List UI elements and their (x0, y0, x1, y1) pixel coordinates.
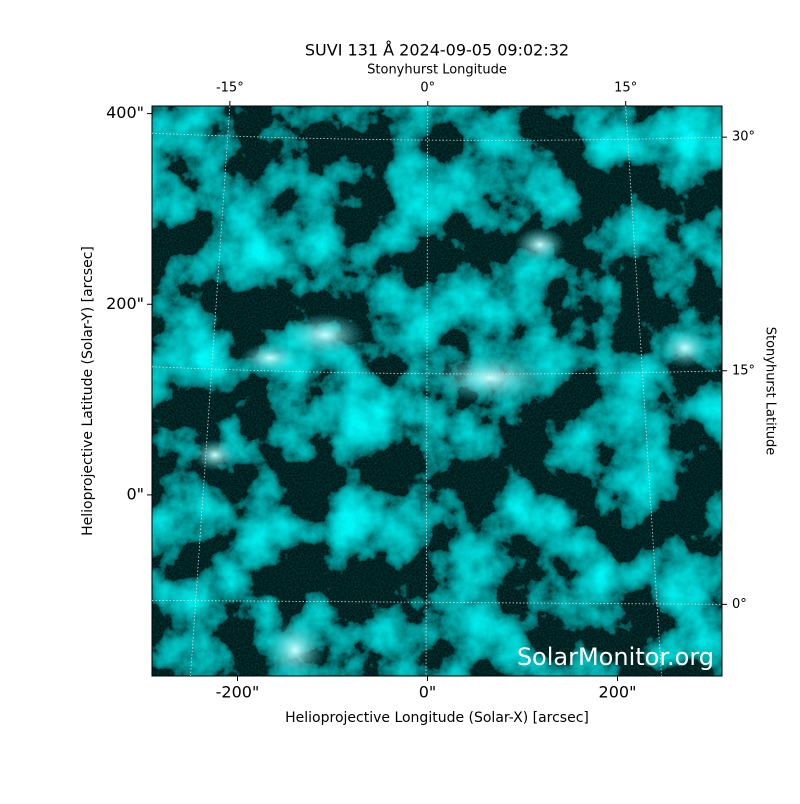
y2-tick-label: 0° (732, 597, 747, 612)
axes-frame (151, 105, 723, 677)
chart-title: SUVI 131 Å 2024-09-05 09:02:32 (305, 41, 569, 60)
y2-label: Stonyhurst Latitude (763, 327, 778, 456)
y-tick-label: 400" (106, 103, 144, 122)
x-tick-label: 0" (419, 683, 437, 702)
grid-line (151, 132, 723, 141)
x2-tick-label: -15° (216, 81, 244, 96)
x-tick-label: 200" (599, 683, 637, 702)
x2-tick-label: 0° (420, 81, 435, 96)
y2-tick-label: 30° (732, 130, 755, 145)
y-tick-label: 0" (126, 484, 144, 503)
grid-line (151, 366, 723, 375)
watermark: SolarMonitor.org (517, 643, 714, 671)
grid-line (151, 599, 723, 605)
y2-tick-label: 15° (732, 363, 755, 378)
x2-label: Stonyhurst Longitude (367, 63, 507, 78)
x2-tick-label: 15° (614, 81, 637, 96)
y-tick-label: 200" (106, 294, 144, 313)
solar-image (152, 106, 722, 676)
x-label: Helioprojective Longitude (Solar-X) [arc… (285, 710, 589, 726)
grid-line (425, 105, 429, 677)
grid-line (190, 105, 231, 677)
x-tick-label: -200" (216, 683, 260, 702)
y-label: Helioprojective Latitude (Solar-Y) [arcs… (80, 246, 96, 536)
grid-line (625, 105, 662, 677)
